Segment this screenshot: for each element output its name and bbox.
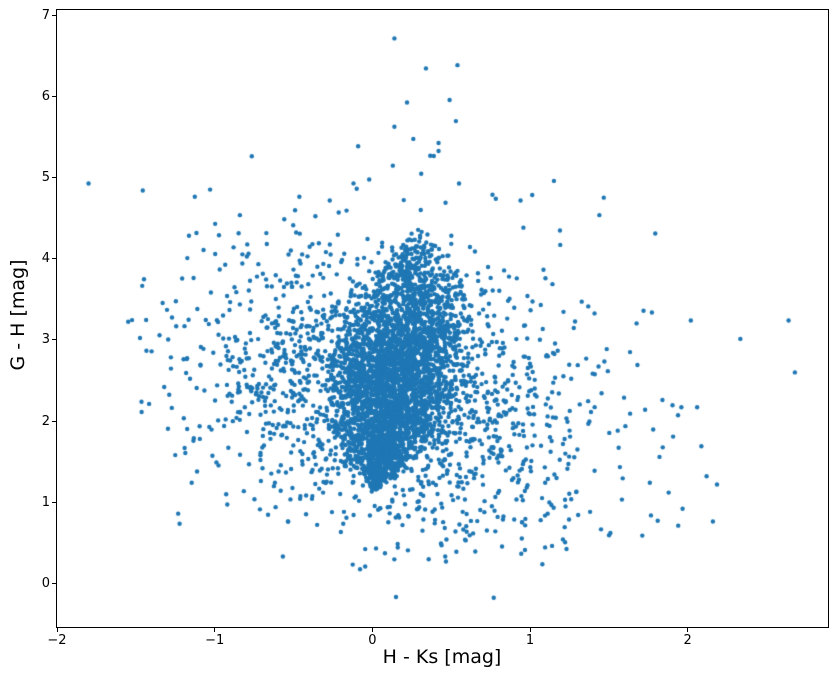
x-tick-mark	[56, 628, 58, 632]
y-tick-mark	[52, 420, 56, 422]
x-tick-mark	[214, 628, 216, 632]
y-tick-mark	[52, 177, 56, 179]
y-tick-label: 4	[41, 251, 50, 267]
x-tick-label: 2	[683, 633, 692, 648]
y-tick-mark	[52, 582, 56, 584]
plot-area	[56, 9, 829, 628]
y-tick-mark	[52, 258, 56, 260]
y-tick-label: 1	[41, 494, 50, 510]
y-tick-mark	[52, 15, 56, 17]
y-tick-label: 2	[41, 413, 50, 429]
y-tick-mark	[52, 96, 56, 98]
x-tick-mark	[529, 628, 531, 632]
y-tick-label: 3	[41, 332, 50, 348]
y-tick-label: 5	[41, 170, 50, 186]
x-tick-mark	[687, 628, 689, 632]
x-axis-label: H - Ks [mag]	[382, 646, 502, 668]
y-tick-mark	[52, 501, 56, 503]
x-tick-label: 0	[368, 633, 377, 648]
y-axis-label: G - H [mag]	[7, 259, 29, 371]
y-tick-label: 7	[41, 8, 50, 24]
x-tick-label: −2	[47, 633, 67, 648]
y-tick-mark	[52, 339, 56, 341]
x-tick-label: −1	[205, 633, 225, 648]
y-tick-label: 0	[41, 575, 50, 591]
y-tick-label: 6	[41, 89, 50, 105]
x-tick-mark	[371, 628, 373, 632]
x-tick-label: 1	[525, 633, 535, 648]
